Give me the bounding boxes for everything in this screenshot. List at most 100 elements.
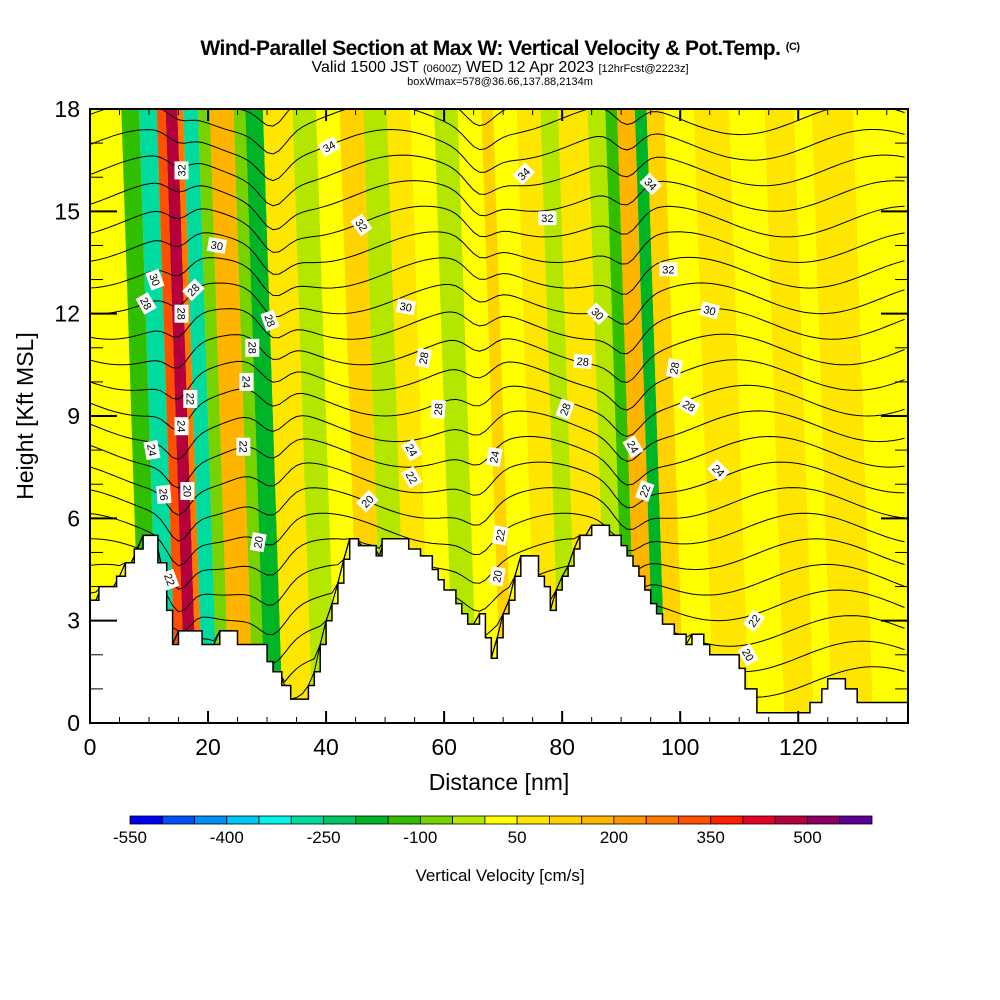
isentrope-line (90, 512, 905, 567)
contour-label-bg (677, 395, 701, 417)
isentrope-line (90, 435, 905, 489)
colorbar-tick-label: -400 (210, 828, 244, 847)
contour-label-text: 26 (156, 488, 169, 501)
colorbar-swatch (678, 815, 712, 825)
field-band (434, 109, 478, 723)
contour-label-text: 30 (702, 304, 717, 319)
colorbar-tick-label: -250 (307, 828, 341, 847)
contour-label-bg (135, 292, 157, 315)
contour-label: 28 (555, 398, 575, 421)
contour-label: 28 (260, 309, 280, 332)
contour-label-bg (239, 372, 254, 391)
contour-label-text: 30 (210, 239, 224, 253)
contour-label-bg (555, 398, 575, 421)
isentrope-line (90, 524, 905, 700)
colorbar-swatch (516, 815, 550, 825)
terrain-profile (90, 524, 908, 723)
chart-title: Wind-Parallel Section at Max W: Vertical… (0, 37, 1000, 61)
contour-label-bg (659, 262, 678, 277)
x-tick-label: 100 (661, 734, 699, 760)
x-tick-label: 0 (84, 734, 97, 760)
field-band (233, 109, 266, 723)
field-band (156, 109, 186, 723)
field-band (262, 109, 313, 723)
contour-label: 32 (659, 262, 678, 277)
x-tick-label: 20 (195, 734, 221, 760)
y-tick-label: 3 (67, 608, 80, 634)
field-band (605, 109, 638, 723)
colorbar-tick-label: -100 (403, 828, 437, 847)
colorbar: -550 -400 -250 -100 50 200 350 500 (113, 815, 873, 847)
contour-label-bg (401, 466, 423, 489)
contour-label-bg (415, 347, 432, 369)
field-band (617, 109, 655, 723)
contour-label: 28 (665, 358, 683, 379)
contour-label-bg (174, 304, 189, 323)
contour-label-text: 20 (739, 647, 756, 664)
contour-label-text: 28 (175, 308, 187, 320)
contour-label-bg (317, 135, 341, 158)
contour-label-bg (538, 211, 557, 226)
contour-label: 30 (206, 236, 227, 254)
contour-label-bg (635, 480, 655, 502)
field-band (339, 109, 384, 723)
field-band (363, 109, 407, 723)
y-tick-label: 0 (67, 710, 80, 736)
contour-label: 34 (512, 162, 536, 186)
contour-label-text: 20 (360, 493, 377, 510)
field-band (540, 109, 579, 723)
contour-label: 22 (183, 389, 198, 408)
contour-label: 34 (639, 172, 663, 196)
contour-label-bg (143, 440, 161, 461)
subtitle-date: WED 12 Apr 2023 (465, 59, 595, 76)
colorbar-swatch (710, 815, 744, 825)
contour-label-bg (260, 309, 280, 332)
contour-label-text: 28 (261, 313, 276, 329)
title-suffix: (C) (785, 41, 800, 53)
contour-label-bg (699, 301, 721, 320)
colorbar-tick-label: 350 (697, 828, 725, 847)
contour-label-bg (350, 213, 373, 237)
contour-label-text: 24 (403, 442, 420, 459)
isentrope-line (90, 524, 905, 590)
field-band (481, 109, 514, 723)
colorbar-swatch (484, 815, 518, 825)
field-band (729, 109, 785, 723)
colorbar-swatch (161, 815, 196, 825)
contour-label-text: 22 (746, 613, 763, 630)
field-background (90, 109, 908, 723)
contour-label: 26 (156, 484, 172, 505)
contour-label: 30 (586, 302, 609, 326)
field-band (587, 109, 626, 723)
isentrope-line (90, 282, 905, 325)
contour-label-text: 28 (433, 403, 446, 416)
isentrope-line (90, 128, 905, 182)
field-band (558, 109, 608, 723)
isentrope-line (90, 524, 905, 613)
contour-label-bg (245, 338, 260, 357)
contour-label: 28 (181, 278, 205, 302)
contour-labels: 34 34 34 32 32 32 32 30 30 30 30 30 28 28 28 28 28 28 28 28… (135, 135, 765, 667)
contour-label-text: 30 (146, 272, 161, 288)
isentrope-line (90, 180, 905, 231)
chart-subtitle-2: boxWmax=578@36.66,137.88,2134m (407, 76, 593, 88)
isentrope-line (90, 384, 905, 438)
contour-label-bg (181, 278, 205, 302)
y-tick-label: 18 (54, 96, 80, 122)
contour-label: 28 (415, 347, 432, 369)
x-tick-label: 40 (313, 734, 339, 760)
contour-label-text: 24 (709, 463, 726, 480)
contour-label: 32 (174, 161, 189, 180)
contour-label: 22 (160, 568, 180, 591)
contour-label: 28 (135, 292, 157, 315)
contour-label: 30 (395, 298, 416, 316)
contour-label-bg (665, 358, 683, 379)
field-band (386, 109, 431, 723)
contour-label-text: 30 (588, 306, 605, 323)
field-band (646, 109, 685, 723)
contour-label-bg (737, 643, 759, 667)
subtitle-valid: Valid 1500 JST (311, 59, 419, 76)
contour-label: 24 (401, 438, 423, 462)
isentrope-line (90, 205, 905, 253)
title-text: Wind-Parallel Section at Max W: Vertical… (200, 37, 781, 60)
